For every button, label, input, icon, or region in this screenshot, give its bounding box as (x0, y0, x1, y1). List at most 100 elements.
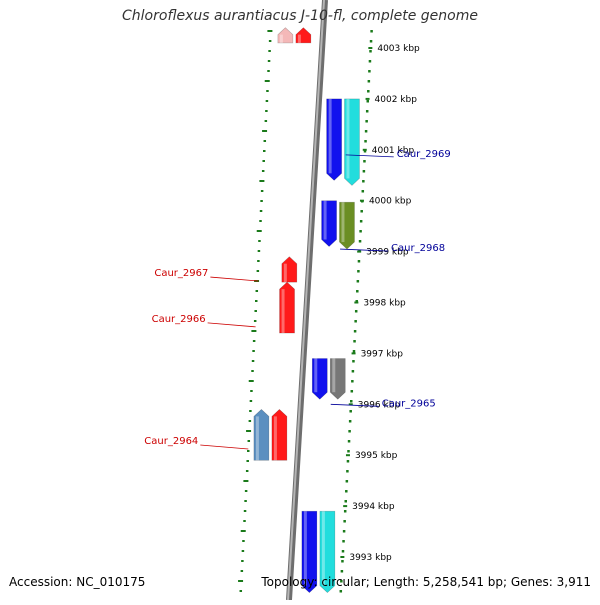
track-dot-right (353, 340, 356, 343)
gene-arrow-g-steel (253, 408, 270, 461)
track-dot-left (262, 130, 268, 132)
track-dot-right (357, 260, 361, 263)
track-dot-left (254, 310, 257, 312)
tick-label: 3995 kbp (355, 451, 398, 461)
track-dot-left (257, 250, 261, 252)
track-dot-right (353, 330, 357, 333)
tick-label: 3997 kbp (361, 349, 404, 359)
label-connector (210, 276, 259, 282)
gene-label-Caur_2967: Caur_2967 (154, 268, 208, 279)
track-dot-right (349, 410, 352, 413)
track-dot-left (264, 120, 268, 122)
gene-label-Caur_2969: Caur_2969 (397, 149, 451, 160)
track-dot-right (343, 510, 347, 513)
track-dot-left (252, 340, 256, 342)
track-dot-right (348, 420, 352, 423)
track-dot-left (251, 370, 254, 372)
topology-text: Topology: circular; Length: 5,258,541 bp… (261, 575, 591, 589)
gene-shine (323, 200, 327, 240)
track-dot-right (357, 270, 360, 273)
gene-arrow-g-red-2967 (281, 256, 298, 283)
track-dot-right (346, 470, 349, 473)
track-dot-left (252, 350, 255, 352)
gene-arrow-g-blue-2 (321, 200, 337, 247)
track-dot-left (260, 190, 264, 192)
track-dot-left (267, 70, 270, 72)
gene-shine (279, 34, 283, 43)
track-dot-left (256, 270, 260, 272)
track-dot-right (352, 360, 355, 363)
track-dot-left (245, 470, 249, 472)
track-dot-right (342, 540, 345, 543)
tick-label: 4003 kbp (377, 44, 420, 54)
track-dot-left (265, 110, 268, 112)
track-dot-left (267, 60, 271, 62)
track-dot-right (342, 530, 346, 533)
track-dot-right (363, 150, 367, 153)
tick-label: 4001 kbp (372, 146, 415, 156)
gene-label-Caur_2966: Caur_2966 (152, 314, 206, 325)
track-dot-left (255, 300, 258, 302)
gene-arrow-g-olive (339, 201, 355, 250)
track-dot-left (243, 480, 249, 482)
label-connector (330, 403, 379, 407)
track-dot-right (351, 370, 355, 373)
gene-arrow-g-blue-4 (301, 510, 318, 594)
gene-arrow-g-top-pink (277, 27, 294, 44)
track-dot-left (266, 90, 269, 92)
track-dot-left (268, 50, 271, 52)
gene-arrow-g-grey (329, 358, 346, 400)
backbone-highlight (287, 0, 325, 601)
track-dot-right (352, 350, 356, 353)
track-dot-right (345, 480, 349, 483)
track-dot-right (340, 580, 343, 583)
track-dot-right (350, 400, 353, 403)
gene-shine (341, 202, 345, 243)
track-dot-right (365, 110, 369, 113)
track-dot-left (255, 290, 259, 292)
tick-label: 3993 kbp (349, 553, 392, 563)
gene-label-Caur_2964: Caur_2964 (144, 436, 198, 447)
track-dot-right (356, 280, 360, 283)
track-dot-left (243, 510, 247, 512)
gene-shine (332, 358, 336, 393)
track-dot-right (369, 50, 372, 53)
tick-label: 4000 kbp (369, 197, 412, 207)
track-dot-left (241, 560, 244, 562)
gene-shine (346, 98, 350, 179)
track-dot-right (341, 560, 344, 563)
track-dot-left (249, 400, 253, 402)
track-dot-right (363, 160, 366, 163)
track-dot-left (260, 200, 263, 202)
gene-arrow-g-blue-3 (311, 358, 328, 400)
track-dot-left (258, 240, 261, 242)
track-dot-left (246, 430, 252, 432)
track-dot-right (347, 440, 351, 443)
gene-arrow-g-red-2966 (279, 281, 295, 334)
tick-label: 3998 kbp (363, 299, 406, 309)
gene-label-Caur_2965: Caur_2965 (382, 398, 436, 409)
track-dot-left (247, 440, 251, 442)
tick-label: 4002 kbp (375, 95, 418, 105)
gene-arrow-g-cyan-1 (344, 98, 360, 186)
gene-arrow-g-red-2964 (271, 408, 288, 461)
track-dot-left (248, 380, 254, 382)
track-dot-right (368, 70, 371, 73)
track-dot-left (259, 210, 263, 212)
track-dot-right (359, 220, 363, 223)
track-dot-left (239, 590, 243, 592)
track-dot-right (354, 310, 358, 313)
track-dot-right (354, 320, 357, 323)
track-dot-right (339, 590, 343, 593)
track-dot-right (362, 170, 366, 173)
gene-shine (328, 98, 332, 174)
track-dot-right (364, 140, 367, 143)
track-dot-left (242, 540, 245, 542)
track-dot-left (264, 80, 270, 82)
gene-arrow-g-cyan-2 (319, 510, 336, 594)
track-dot-right (369, 40, 373, 43)
track-dot-right (351, 380, 354, 383)
track-dot-left (263, 150, 266, 152)
label-connector (345, 154, 394, 158)
